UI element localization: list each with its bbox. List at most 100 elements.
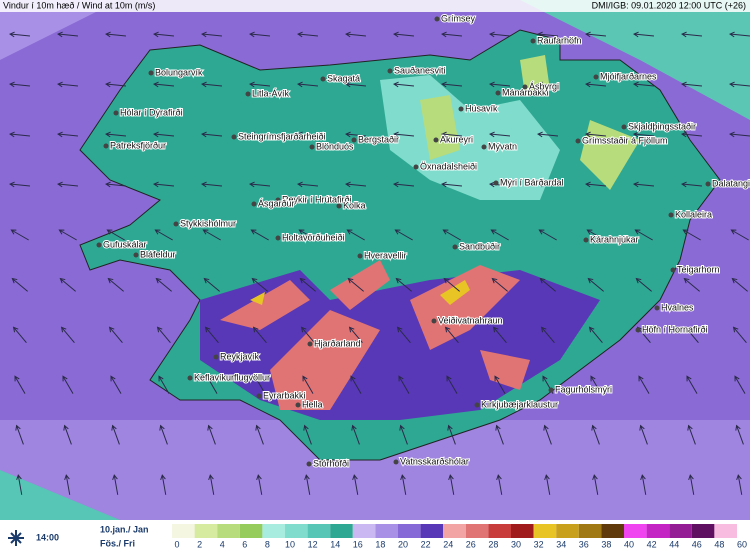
arrow [57,31,79,38]
legend-tick: 60 [737,539,747,549]
arrow [681,81,703,88]
arrow [684,326,699,343]
legend-tick: 2 [197,539,202,549]
arrow [57,181,79,188]
arrow [729,81,750,88]
day: Fös./ Fri [100,538,135,548]
place-label: Blönduós [316,141,354,151]
arrow [400,474,407,495]
arrow [9,181,31,188]
station [431,318,437,324]
arrow [729,131,750,138]
place-label: Steingrímsfjarðarheiði [238,131,326,141]
place-label: Eyrarbakki [263,390,306,400]
arrow [252,326,267,343]
legend-swatch [285,524,308,538]
station [148,70,154,76]
place-label: Teigarhorn [677,264,720,274]
arrow [249,181,271,188]
arrow [153,181,175,188]
arrow [105,81,127,88]
arrow [734,375,746,394]
place-label: Reykir í Hrútafirði [282,194,352,204]
legend-swatch [488,524,511,538]
legend-swatch [465,524,489,538]
arrow [345,181,367,188]
arrow [58,229,77,241]
station [474,402,480,408]
arrow [345,31,367,38]
arrow [489,31,511,38]
arrow [60,326,75,343]
arrow [489,81,511,88]
arrow [351,424,360,445]
arrow [64,474,71,495]
station [307,341,313,347]
station [245,91,251,97]
place-label: Hveravellir [364,250,407,260]
legend-swatch [375,524,398,538]
legend: 0 2 4 6 8 10 12 14 16 18 20 22 24 26 28 30 32 34 36 38 40 42 4… [172,524,747,549]
arrow [160,474,167,495]
place-label: Kárahnjúkar [590,234,639,244]
station [495,90,501,96]
station [635,327,641,333]
sea-lavender [0,0,120,60]
legend-tick: 14 [330,539,340,549]
arrow [539,277,556,292]
legend-swatch [194,524,218,538]
place-label: Ásbyrgi [529,81,559,91]
arrow [201,131,223,138]
arrow [585,81,607,88]
arrow [446,375,458,394]
legend-swatch [398,524,421,538]
arrow [591,424,600,445]
place-label: Stykkishólmur [180,218,236,228]
arrow [396,326,411,343]
place-labels: Grímsey Raufarhöfn Bolungarvík Sauðanesviti… [96,12,750,469]
sea-south [0,420,750,520]
arrow [15,424,24,445]
station [621,124,627,130]
arrow [730,229,749,241]
arrow [9,131,31,138]
arrow [633,31,655,38]
arrow [107,277,124,292]
arrow [302,375,314,394]
legend-tick: 34 [556,539,566,549]
arrow [586,229,605,241]
arrow [732,326,747,343]
place-label: Veiðivatnahraun [438,315,503,325]
arrow [57,81,79,88]
arrow [585,31,607,38]
arrow [62,375,74,394]
legend-tick: 30 [511,539,521,549]
arrow [394,229,413,241]
place-label: Grímsey [441,13,476,23]
arrow [201,81,223,88]
arrow [254,375,266,394]
arrow [297,31,319,38]
arrow [537,181,559,188]
arrow [201,31,223,38]
arrow [441,131,463,138]
arrow [159,424,168,445]
arrow [592,474,599,495]
legend-swatch [420,524,444,538]
arrow [350,375,362,394]
place-label: Bolungarvík [155,67,203,77]
arrow [153,131,175,138]
legend-swatch [646,524,670,538]
legend-swatch [624,524,647,538]
arrow [352,474,359,495]
legend-swatch [556,524,579,538]
arrow [585,131,607,138]
arrow [297,181,319,188]
arrow [105,181,127,188]
station [295,402,301,408]
arrow [106,229,125,241]
legend-tick: 42 [647,539,657,549]
legend-swatch [239,524,263,538]
place-label: Mjóifjarðarnes [600,71,657,81]
place-label: Ásgarður [258,198,295,208]
